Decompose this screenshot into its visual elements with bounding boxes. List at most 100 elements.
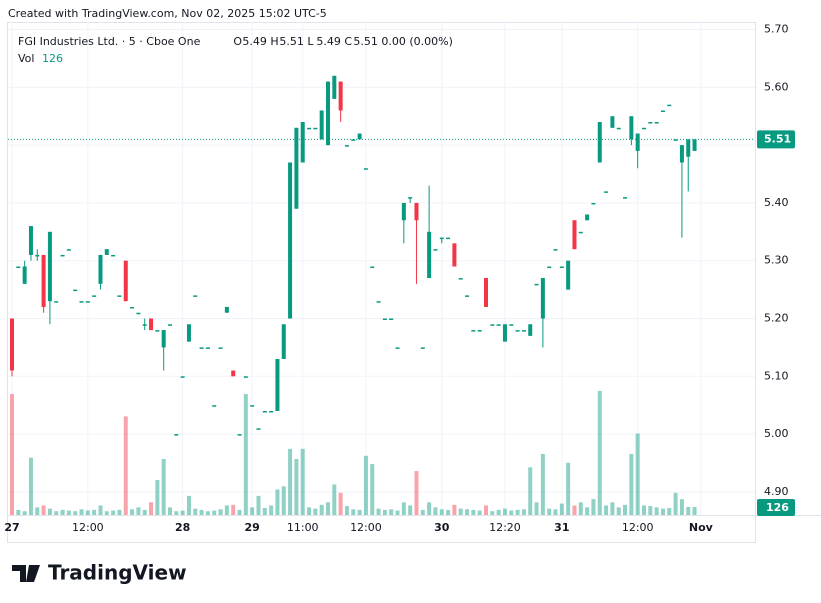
volume-bar: [351, 509, 356, 515]
candle-body: [231, 370, 236, 377]
candle-body: [673, 139, 678, 141]
y-tick-label: 5.30: [764, 254, 789, 267]
candle-body: [205, 347, 210, 349]
candle-body: [408, 197, 413, 199]
candle-body: [16, 266, 21, 268]
candle-body: [60, 254, 65, 257]
volume-bar: [458, 508, 463, 515]
candle-body: [591, 202, 596, 205]
volume-bar: [357, 509, 362, 515]
candle-body: [319, 110, 324, 140]
volume-bar: [123, 416, 128, 515]
candle-body: [338, 81, 343, 111]
candle-body: [616, 127, 621, 130]
x-tick-label: 27: [4, 521, 19, 534]
x-tick-label: 12:20: [489, 521, 521, 534]
candle-body: [237, 434, 242, 436]
candle-body: [642, 127, 646, 130]
candle-body: [635, 133, 640, 151]
volume-bar: [98, 505, 103, 515]
volume-bar: [281, 486, 286, 515]
candle-body: [604, 191, 609, 193]
candle-body: [123, 260, 128, 302]
volume-bar: [117, 509, 122, 515]
candle-body: [528, 324, 533, 336]
candle-body: [269, 410, 274, 413]
volume-bar: [269, 505, 274, 515]
last-price-label: 5.51: [764, 132, 791, 145]
candle-body: [547, 266, 552, 268]
candle-body: [458, 278, 463, 280]
change: 0.00 (0.00%): [381, 35, 453, 48]
candle-body: [578, 231, 583, 234]
candle-body: [294, 127, 299, 209]
candle-body: [648, 122, 653, 124]
x-tick-label: 12:00: [350, 521, 382, 534]
volume-bar: [477, 510, 482, 515]
volume-bar: [547, 508, 552, 515]
grid: 4.905.005.105.205.305.405.505.605.702712…: [4, 22, 789, 534]
candle-body: [566, 260, 571, 290]
volume-bar: [452, 504, 457, 515]
volume-bar: [47, 508, 52, 515]
volume-bar: [439, 509, 444, 515]
volume-bar: [692, 506, 697, 515]
candle-body: [496, 324, 501, 326]
volume-bar: [85, 510, 90, 515]
candle-body: [427, 231, 432, 279]
x-tick-label: 29: [245, 521, 260, 534]
volume-bar: [572, 505, 577, 515]
candle-body: [477, 330, 482, 332]
candle-body: [376, 301, 381, 303]
vol-label: Vol: [18, 52, 34, 65]
x-tick-label: 11:00: [287, 521, 319, 534]
volume-bar: [28, 457, 33, 515]
volume-bar: [389, 509, 394, 515]
volume-bar: [205, 511, 210, 515]
candle-body: [471, 330, 476, 332]
candle-body: [597, 122, 602, 163]
volume-bar: [553, 509, 558, 515]
ohlc-label: C: [344, 35, 352, 48]
last-price-tag: [757, 130, 795, 149]
volume-bar: [237, 509, 242, 515]
candle-body: [79, 301, 84, 303]
volume-bar: [534, 502, 539, 515]
candle-body: [136, 312, 141, 315]
candle-body: [559, 266, 564, 268]
volume-bar: [35, 507, 40, 515]
volume-bar: [673, 492, 678, 515]
candle-body: [54, 301, 59, 303]
last-volume-label: 126: [766, 501, 789, 514]
candle-body: [629, 116, 634, 140]
candle-body: [686, 139, 691, 157]
candle-body: [117, 295, 122, 297]
volume-bar: [433, 507, 438, 515]
volume-bar: [193, 508, 198, 515]
volume-bar: [338, 492, 343, 515]
candle-body: [363, 168, 368, 170]
volume-bar: [243, 394, 248, 515]
volume-bar: [155, 480, 160, 515]
candle-body: [344, 145, 349, 147]
y-tick-label: 5.70: [764, 23, 789, 36]
legend: FGI Industries Ltd. · 5 · Cboe One Vol 1…: [18, 35, 453, 65]
volume-bar: [484, 505, 488, 515]
volume-bar: [654, 507, 659, 515]
volume-bar: [262, 508, 267, 515]
candle-body: [395, 347, 400, 349]
x-tick-label: Nov: [689, 521, 714, 534]
candle-body: [585, 214, 590, 221]
brand: TradingView: [48, 561, 187, 585]
volume-bar: [382, 509, 387, 515]
candle-body: [142, 324, 147, 326]
volume-bar: [667, 508, 672, 515]
candle-body: [85, 301, 90, 303]
volume-bar: [142, 509, 147, 515]
volume-bar: [446, 509, 451, 515]
volume-bar: [218, 509, 223, 515]
candle-body: [623, 197, 628, 199]
volume-bar: [199, 509, 204, 515]
